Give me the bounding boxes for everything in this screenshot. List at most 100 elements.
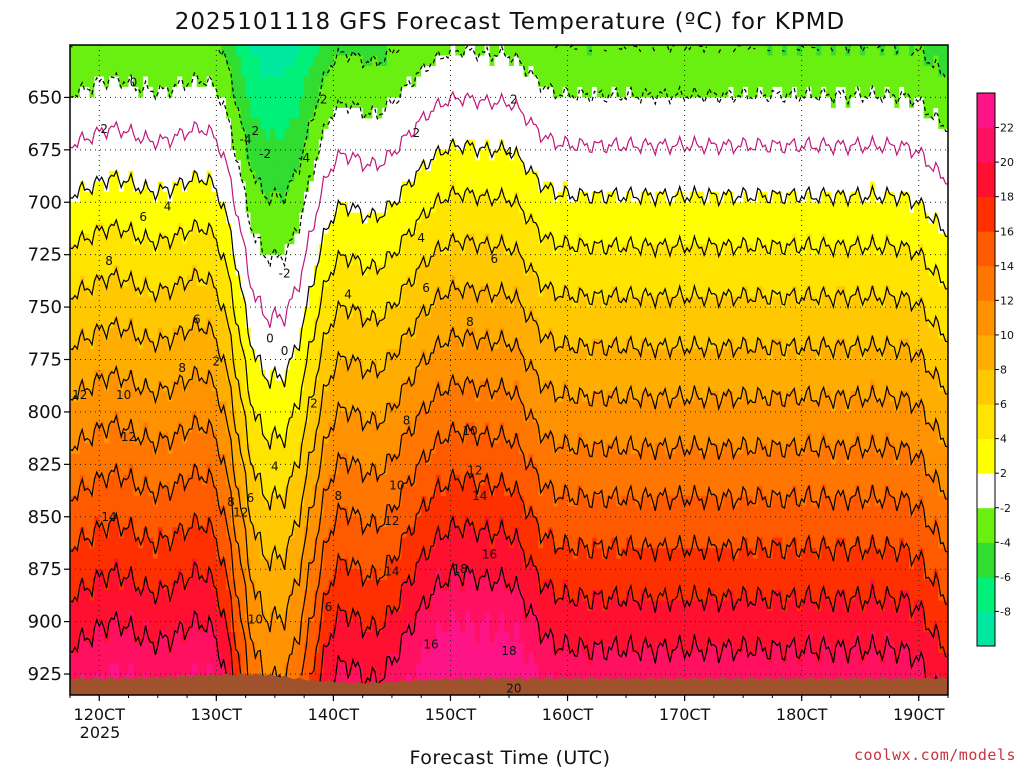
temperature-cell [396, 307, 403, 319]
temperature-cell [431, 411, 437, 423]
temperature-cell [221, 485, 227, 497]
temperature-cell [84, 506, 91, 518]
temperature-cell [377, 611, 383, 623]
temperature-cell [260, 495, 266, 507]
temperature-cell [99, 663, 105, 675]
temperature-cell [416, 516, 422, 528]
temperature-cell [226, 317, 232, 329]
temperature-cell [89, 506, 95, 518]
temperature-cell [216, 254, 222, 266]
temperature-cell [187, 223, 193, 235]
temperature-cell [187, 642, 193, 654]
temperature-cell [104, 611, 110, 623]
temperature-cell [157, 202, 164, 214]
temperature-cell [323, 569, 330, 581]
temperature-cell [387, 307, 393, 319]
temperature-cell [187, 76, 193, 88]
temperature-cell [338, 537, 344, 549]
temperature-cell [431, 558, 437, 570]
temperature-cell [104, 401, 110, 413]
temperature-cell [274, 97, 281, 109]
temperature-cell [328, 160, 334, 172]
temperature-cell [128, 579, 134, 591]
temperature-cell [221, 391, 227, 403]
temperature-cell [455, 76, 461, 88]
temperature-cell [274, 611, 281, 623]
temperature-cell [70, 642, 76, 654]
temperature-cell [323, 128, 330, 140]
temperature-cell [216, 558, 222, 570]
temperature-cell [391, 674, 398, 686]
temperature-cell [172, 380, 178, 392]
temperature-cell [387, 370, 393, 382]
temperature-cell [348, 590, 354, 602]
temperature-cell [201, 254, 208, 266]
temperature-cell [382, 107, 388, 119]
temperature-cell [362, 443, 369, 455]
temperature-cell [74, 107, 81, 119]
temperature-cell [396, 254, 403, 266]
temperature-cell [406, 611, 413, 623]
temperature-cell [377, 244, 383, 256]
temperature-cell [167, 212, 174, 224]
temperature-cell [123, 443, 130, 455]
temperature-cell [152, 170, 159, 182]
temperature-cell [348, 579, 354, 591]
temperature-cell [128, 558, 134, 570]
temperature-cell [401, 537, 408, 549]
temperature-cell [245, 391, 252, 403]
temperature-cell [416, 621, 422, 633]
temperature-cell [235, 401, 242, 413]
temperature-cell [152, 338, 159, 350]
temperature-cell [421, 86, 427, 98]
temperature-cell [245, 233, 252, 245]
temperature-cell [421, 548, 427, 560]
temperature-cell [162, 590, 169, 602]
temperature-cell [196, 328, 203, 340]
temperature-cell [421, 474, 427, 486]
temperature-cell [231, 328, 237, 340]
temperature-cell [182, 401, 188, 413]
temperature-cell [343, 265, 349, 277]
temperature-cell [421, 55, 427, 67]
temperature-cell [113, 569, 120, 581]
temperature-cell [113, 485, 120, 497]
temperature-cell [299, 107, 305, 119]
temperature-cell [260, 107, 266, 119]
temperature-cell [401, 558, 408, 570]
temperature-cell [323, 233, 330, 245]
temperature-cell [367, 76, 373, 88]
temperature-cell [421, 45, 427, 57]
temperature-cell [309, 558, 315, 570]
temperature-cell [255, 600, 261, 612]
temperature-cell [84, 55, 91, 67]
temperature-cell [109, 485, 115, 497]
temperature-cell [172, 66, 178, 78]
temperature-cell [118, 642, 125, 654]
temperature-cell [235, 170, 242, 182]
temperature-cell [157, 632, 164, 644]
temperature-cell [235, 443, 242, 455]
temperature-cell [221, 296, 227, 308]
temperature-cell [84, 317, 91, 329]
temperature-cell [445, 537, 452, 549]
temperature-cell [123, 139, 130, 151]
temperature-cell [338, 380, 344, 392]
temperature-cell [372, 579, 378, 591]
temperature-cell [196, 307, 203, 319]
temperature-cell [221, 254, 227, 266]
temperature-cell [138, 453, 144, 465]
temperature-cell [391, 202, 398, 214]
temperature-cell [416, 663, 422, 675]
temperature-cell [162, 474, 169, 486]
temperature-cell [240, 527, 247, 539]
temperature-cell [113, 76, 120, 88]
temperature-cell [387, 359, 393, 371]
temperature-cell [235, 527, 242, 539]
temperature-cell [240, 286, 247, 298]
temperature-cell [362, 296, 369, 308]
temperature-cell [362, 432, 369, 444]
temperature-cell [162, 653, 169, 665]
temperature-cell [109, 359, 115, 371]
temperature-cell [128, 663, 134, 675]
